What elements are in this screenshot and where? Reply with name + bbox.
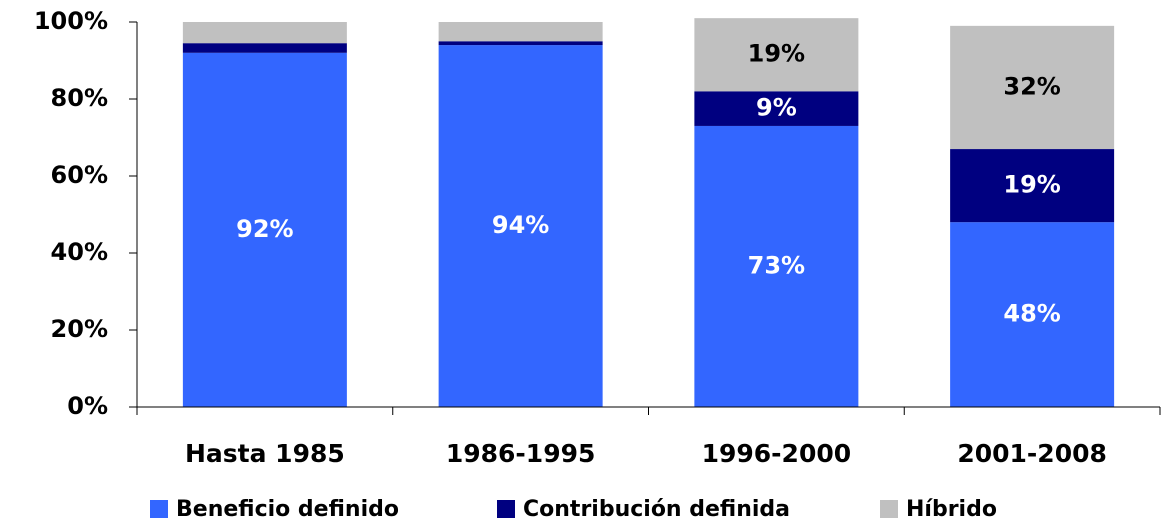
legend-swatch [880,500,898,518]
data-label: 94% [492,211,549,239]
data-label: 32% [1003,72,1060,100]
bar-segment [694,125,859,407]
bar-segment [438,22,603,42]
legend-swatch [497,500,515,518]
y-tick-label: 80% [51,84,108,112]
y-tick-label: 40% [51,238,108,266]
data-label: 48% [1003,300,1060,328]
y-tick-label: 60% [51,161,108,189]
y-tick-label: 0% [67,392,108,420]
data-label: 19% [748,40,805,68]
data-label: 73% [748,251,805,279]
data-label: 19% [1003,171,1060,199]
bar-segment [182,43,347,53]
x-tick-label: 1996-2000 [702,439,852,468]
bar-segment [694,18,859,92]
bar-segment [950,222,1115,407]
y-tick-label: 20% [51,315,108,343]
bar-segment [182,22,347,44]
legend-label: Contribución definida [523,497,790,522]
bar-segment [950,25,1115,150]
data-label: 92% [236,215,293,243]
legend-label: Híbrido [906,497,997,522]
bar-segment [182,52,347,408]
bar-segment [950,149,1115,223]
legend-label: Beneficio definido [176,497,399,522]
x-tick-label: Hasta 1985 [185,439,345,468]
legend-swatch [150,500,168,518]
bar-segment [694,91,859,126]
bar-segment [438,41,603,46]
y-tick-label: 100% [34,7,108,35]
x-tick-label: 1986-1995 [446,439,596,468]
x-tick-label: 2001-2008 [957,439,1107,468]
data-label: 9% [756,94,797,122]
bar-segment [438,45,603,407]
